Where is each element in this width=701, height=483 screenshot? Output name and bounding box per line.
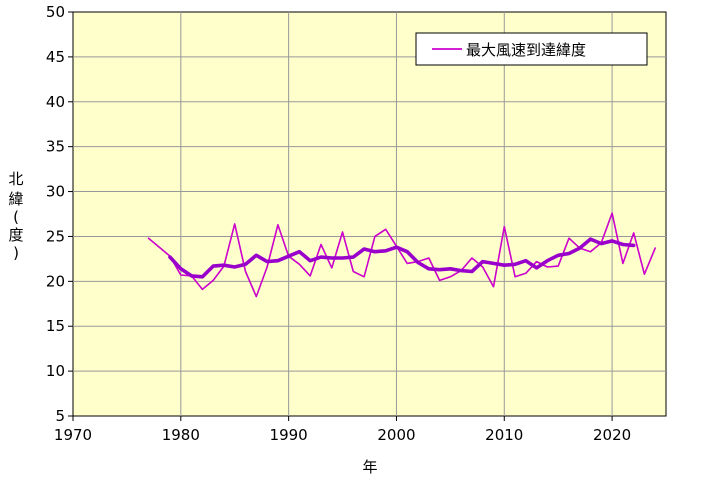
y-axis-title: 北緯(度) <box>8 170 23 262</box>
legend-label: 最大風速到達緯度 <box>466 41 586 59</box>
y-axis-title-char: 北 <box>8 170 23 188</box>
y-tick-label: 5 <box>55 407 65 425</box>
series-line-smoothed <box>168 237 636 279</box>
y-tick-label: 25 <box>46 227 65 245</box>
y-tick-label: 20 <box>46 272 65 290</box>
x-axis-ticks: 1970 1980 1990 2000 2010 2020 <box>54 416 631 444</box>
x-tick-label: 2000 <box>377 426 415 444</box>
y-tick-label: 10 <box>46 362 65 380</box>
y-axis-ticks: 5 10 15 20 25 30 35 40 45 50 <box>46 3 73 425</box>
y-tick-label: 45 <box>46 48 65 66</box>
x-tick-label: 1990 <box>270 426 308 444</box>
series-group <box>147 212 657 298</box>
y-tick-label: 40 <box>46 93 65 111</box>
y-axis-title-char: ) <box>13 244 19 262</box>
x-axis-title: 年 <box>362 458 377 476</box>
x-tick-label: 2010 <box>485 426 523 444</box>
y-axis-title-char: 度 <box>8 226 23 244</box>
y-tick-label: 50 <box>46 3 65 21</box>
y-axis-title-char: 緯 <box>8 190 23 208</box>
legend: 最大風速到達緯度 <box>415 32 648 66</box>
y-tick-label: 30 <box>46 183 65 201</box>
x-tick-label: 1970 <box>54 426 92 444</box>
series-line-annual <box>147 212 657 298</box>
y-axis-title-char: ( <box>13 208 19 226</box>
plot-area <box>72 11 667 417</box>
y-tick-label: 35 <box>46 138 65 156</box>
x-tick-label: 2020 <box>593 426 631 444</box>
y-tick-label: 15 <box>46 317 65 335</box>
x-tick-label: 1980 <box>162 426 200 444</box>
